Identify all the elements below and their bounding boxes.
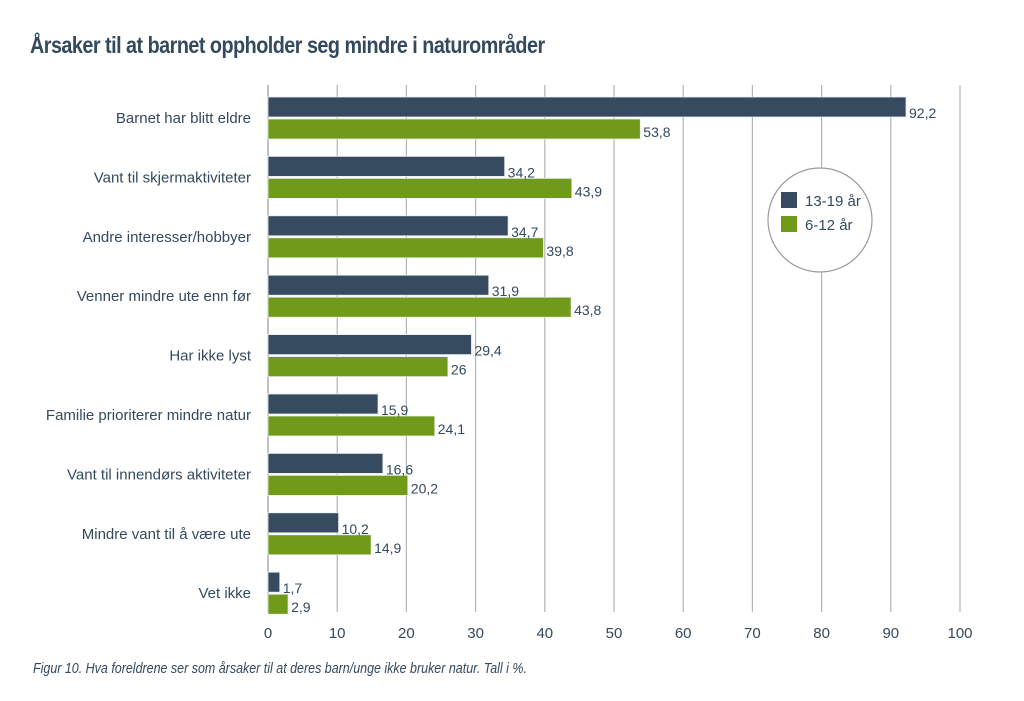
value-label: 2,9 [291,599,311,615]
bar-series-13-19 [267,274,490,296]
value-label: 92,2 [909,105,936,121]
category-label: Venner mindre ute enn før [77,288,251,305]
value-label: 16,6 [386,461,413,477]
legend-label: 13-19 år [805,193,861,210]
value-label: 10,2 [342,521,369,537]
bars [267,96,907,615]
x-tick-label: 40 [536,625,553,642]
legend-swatch [781,192,797,208]
chart-title: Årsaker til at barnet oppholder seg mind… [30,32,545,58]
x-tick-label: 70 [744,625,761,642]
bar-series-6-12 [267,237,544,259]
category-label: Vant til innendørs aktiviteter [67,466,251,483]
x-axis-ticks: 0 10 20 30 40 50 60 70 80 90 100 [264,625,973,642]
value-label: 43,9 [575,183,602,199]
bar-series-13-19 [267,334,472,356]
value-label: 1,7 [283,580,303,596]
category-label: Andre interesser/hobbyer [83,229,251,246]
x-tick-label: 60 [675,625,692,642]
category-label: Familie prioriterer mindre natur [46,407,251,424]
value-label: 15,9 [381,402,408,418]
category-labels: Barnet har blitt eldre Vant til skjermakt… [46,110,252,602]
bar-series-6-12 [267,118,641,140]
x-tick-label: 100 [947,625,972,642]
value-label: 29,4 [474,343,501,359]
x-tick-label: 50 [606,625,623,642]
category-label: Barnet har blitt eldre [116,110,251,127]
bar-series-13-19 [267,452,384,474]
value-label: 24,1 [438,421,465,437]
category-label: Vant til skjermaktiviteter [94,169,251,186]
value-labels: 92,2 53,8 34,2 43,9 34,7 39,8 31,9 43,8 29,4 26 15… [283,105,937,615]
bar-series-6-12 [267,534,372,556]
figure-caption: Figur 10. Hva foreldrene ser som årsaker… [33,661,527,677]
bar-series-6-12 [267,296,572,318]
bar-series-13-19 [267,96,907,118]
category-label: Vet ikke [198,585,251,602]
category-label: Har ikke lyst [169,348,252,365]
x-tick-label: 90 [882,625,899,642]
bar-series-6-12 [267,356,449,378]
x-tick-label: 0 [264,625,272,642]
bar-series-13-19 [267,571,281,593]
value-label: 39,8 [546,243,573,259]
value-label: 34,2 [508,164,535,180]
x-tick-label: 80 [813,625,830,642]
value-label: 53,8 [643,124,670,140]
value-label: 14,9 [374,540,401,556]
value-label: 26 [451,362,467,378]
value-label: 20,2 [411,480,438,496]
legend-swatch [781,216,797,232]
bar-series-6-12 [267,415,436,437]
bar-series-13-19 [267,393,379,415]
legend-label: 6-12 år [805,217,853,234]
category-label: Mindre vant til å være ute [82,526,251,543]
value-label: 34,7 [511,224,538,240]
bar-series-6-12 [267,177,573,199]
value-label: 31,9 [492,283,519,299]
value-label: 43,8 [574,302,601,318]
bar-series-6-12 [267,474,409,496]
bar-series-13-19 [267,155,506,177]
bar-series-6-12 [267,593,289,615]
x-tick-label: 20 [398,625,415,642]
legend: 13-19 år 6-12 år [767,167,873,273]
x-tick-label: 30 [467,625,484,642]
bar-series-13-19 [267,215,509,237]
x-tick-label: 10 [329,625,346,642]
bar-series-13-19 [267,512,339,534]
